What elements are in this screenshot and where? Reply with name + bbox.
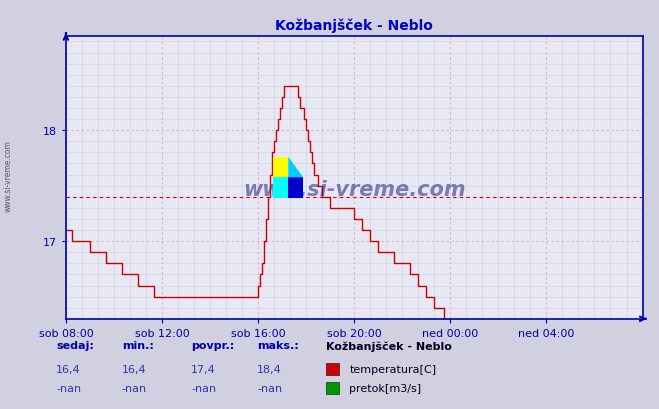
Text: 16,4: 16,4 xyxy=(122,364,146,374)
Text: -nan: -nan xyxy=(191,383,216,393)
Text: maks.:: maks.: xyxy=(257,341,299,351)
Text: povpr.:: povpr.: xyxy=(191,341,235,351)
Text: sedaj:: sedaj: xyxy=(56,341,94,351)
Text: min.:: min.: xyxy=(122,341,154,351)
Text: Kožbanjšček - Neblo: Kožbanjšček - Neblo xyxy=(326,340,452,351)
Text: www.si-vreme.com: www.si-vreme.com xyxy=(243,179,465,199)
Text: -nan: -nan xyxy=(56,383,81,393)
Text: -nan: -nan xyxy=(257,383,282,393)
Text: -nan: -nan xyxy=(122,383,147,393)
Text: pretok[m3/s]: pretok[m3/s] xyxy=(349,383,421,393)
Text: temperatura[C]: temperatura[C] xyxy=(349,364,436,374)
Text: 17,4: 17,4 xyxy=(191,364,216,374)
Title: Kožbanjšček - Neblo: Kožbanjšček - Neblo xyxy=(275,18,433,33)
Text: 18,4: 18,4 xyxy=(257,364,282,374)
Text: 16,4: 16,4 xyxy=(56,364,80,374)
Text: www.si-vreme.com: www.si-vreme.com xyxy=(3,140,13,212)
